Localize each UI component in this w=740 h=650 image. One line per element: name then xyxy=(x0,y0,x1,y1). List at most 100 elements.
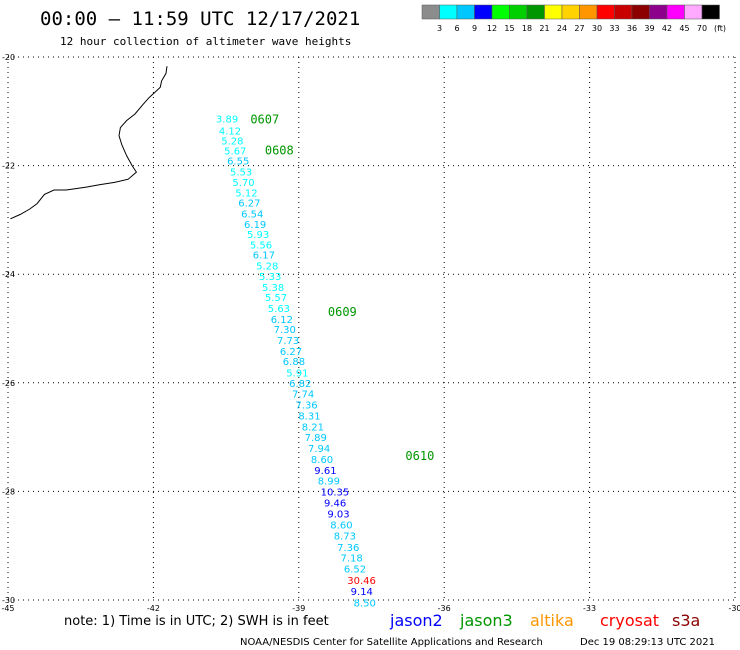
y-tick-label: -24 xyxy=(2,270,15,279)
legend-label: 3 xyxy=(437,24,442,33)
footer-credit: NOAA/NESDIS Center for Satellite Applica… xyxy=(240,637,543,648)
wave-height-value: 5.28 xyxy=(256,262,278,273)
legend-label: 70 xyxy=(697,24,707,33)
wave-height-value: 7.36 xyxy=(337,543,359,554)
wave-height-value: 7.89 xyxy=(305,433,327,444)
wave-height-value: 5.70 xyxy=(232,178,254,189)
wave-height-value: 8.60 xyxy=(330,521,352,532)
wave-height-value: 9.46 xyxy=(324,498,346,509)
wave-height-value: 5.93 xyxy=(247,230,269,241)
wave-height-value: 6.88 xyxy=(283,357,305,368)
wave-height-value: 5.12 xyxy=(235,188,257,199)
wave-height-value: 9.61 xyxy=(314,466,336,477)
legend-label: 36 xyxy=(627,24,637,33)
satellite-name: s3a xyxy=(672,611,700,630)
wave-height-value: 8.31 xyxy=(298,411,320,422)
wave-height-value: 9.03 xyxy=(327,510,349,521)
wave-height-value: 6.17 xyxy=(253,251,275,262)
legend-unit: (ft) xyxy=(714,24,726,33)
y-tick-label: -28 xyxy=(2,487,15,496)
wave-height-value: 4.12 xyxy=(219,126,241,137)
pass-time-label: 0608 xyxy=(265,143,294,157)
legend-swatch xyxy=(631,4,650,20)
legend-label: 24 xyxy=(557,24,567,33)
wave-height-value: 8.50 xyxy=(354,598,376,609)
wave-height-value: 6.52 xyxy=(344,565,366,576)
chart-subtitle: 12 hour collection of altimeter wave hei… xyxy=(60,35,351,48)
legend-swatch xyxy=(526,4,545,20)
coastline xyxy=(10,66,168,220)
wave-height-value: 6.27 xyxy=(238,199,260,210)
footer-timestamp: Dec 19 08:29:13 UTC 2021 xyxy=(580,637,715,648)
chart-title: 00:00 — 11:59 UTC 12/17/2021 xyxy=(40,8,360,30)
legend-label: 12 xyxy=(487,24,497,33)
satellite-name: jason2 xyxy=(389,611,443,630)
wave-height-value: 8.21 xyxy=(302,422,324,433)
x-tick-label: -30 xyxy=(728,604,740,613)
wave-height-value: 10.35 xyxy=(321,487,350,498)
wave-height-value: 5.38 xyxy=(262,283,284,294)
wave-height-value: 6.54 xyxy=(241,209,263,220)
legend-swatch xyxy=(666,4,685,20)
legend-label: 27 xyxy=(574,24,584,33)
legend-swatch xyxy=(561,4,580,20)
color-scale-legend: 3 6 9 12 15 18 21 24 27 30 33 36 39 42 45 70 xyxy=(421,4,720,33)
pass-time-label: 0610 xyxy=(405,449,434,463)
legend-label: 9 xyxy=(472,24,477,33)
y-tick-label: -20 xyxy=(2,53,15,62)
wave-height-value: 6.27 xyxy=(280,347,302,358)
wave-height-value: 7.73 xyxy=(277,336,299,347)
legend-label: 30 xyxy=(592,24,602,33)
wave-height-value: 5.91 xyxy=(286,369,308,380)
wave-height-value: 5.57 xyxy=(265,293,287,304)
y-tick-label: -30 xyxy=(2,596,15,605)
coastline-path xyxy=(10,66,168,220)
legend-swatch xyxy=(684,4,703,20)
wave-height-value: 3.89 xyxy=(216,114,238,125)
legend-swatch xyxy=(596,4,615,20)
y-tick-label: -26 xyxy=(2,379,15,388)
wave-height-value: 8.60 xyxy=(311,455,333,466)
legend-label: 15 xyxy=(504,24,514,33)
wave-height-value: 7.18 xyxy=(340,554,362,565)
legend-swatch xyxy=(701,4,720,20)
legend-swatch xyxy=(544,4,563,20)
wave-height-value: 6.55 xyxy=(227,156,249,167)
wave-height-value: 8.73 xyxy=(334,531,356,542)
x-tick-label: -42 xyxy=(147,604,160,613)
legend-label: 45 xyxy=(679,24,689,33)
wave-height-value: 6.12 xyxy=(271,315,293,326)
legend-swatch xyxy=(456,4,475,20)
wave-height-value: 7.74 xyxy=(292,390,314,401)
legend-swatch xyxy=(649,4,668,20)
satellite-legend: jason2 jason3 altika cryosat s3a xyxy=(389,611,700,630)
footer-note: note: 1) Time is in UTC; 2) SWH is in fe… xyxy=(64,614,329,629)
legend-label: 21 xyxy=(539,24,549,33)
map-grid xyxy=(7,56,736,601)
x-tick-label: -36 xyxy=(438,604,451,613)
legend-swatch xyxy=(579,4,598,20)
wave-height-value: 5.28 xyxy=(221,137,243,148)
wave-height-value: 7.30 xyxy=(274,325,296,336)
wave-height-value: 5.67 xyxy=(224,146,246,157)
legend-label: 18 xyxy=(522,24,532,33)
pass-time-labels: 0607 0608 0609 0610 xyxy=(250,112,434,463)
legend-swatch xyxy=(491,4,510,20)
legend-swatch xyxy=(509,4,528,20)
wave-height-value: 7.36 xyxy=(295,401,317,412)
legend-swatch xyxy=(439,4,458,20)
pass-time-label: 0607 xyxy=(250,112,279,126)
legend-swatch xyxy=(614,4,633,20)
legend-swatch xyxy=(474,4,493,20)
satellite-name: altika xyxy=(530,611,574,630)
x-tick-label: -33 xyxy=(583,604,596,613)
satellite-name: cryosat xyxy=(600,611,659,630)
wave-height-value: 5.56 xyxy=(250,240,272,251)
axis-tick-labels: -45 -42 -39 -36 -33 -30 -20 -22 -24 -26 -28 -30 xyxy=(1,53,740,613)
legend-swatch xyxy=(421,4,440,20)
y-tick-label: -22 xyxy=(2,162,15,171)
wave-height-value: 6.19 xyxy=(244,220,266,231)
x-tick-label: -39 xyxy=(292,604,305,613)
wave-height-value: 5.63 xyxy=(268,304,290,315)
